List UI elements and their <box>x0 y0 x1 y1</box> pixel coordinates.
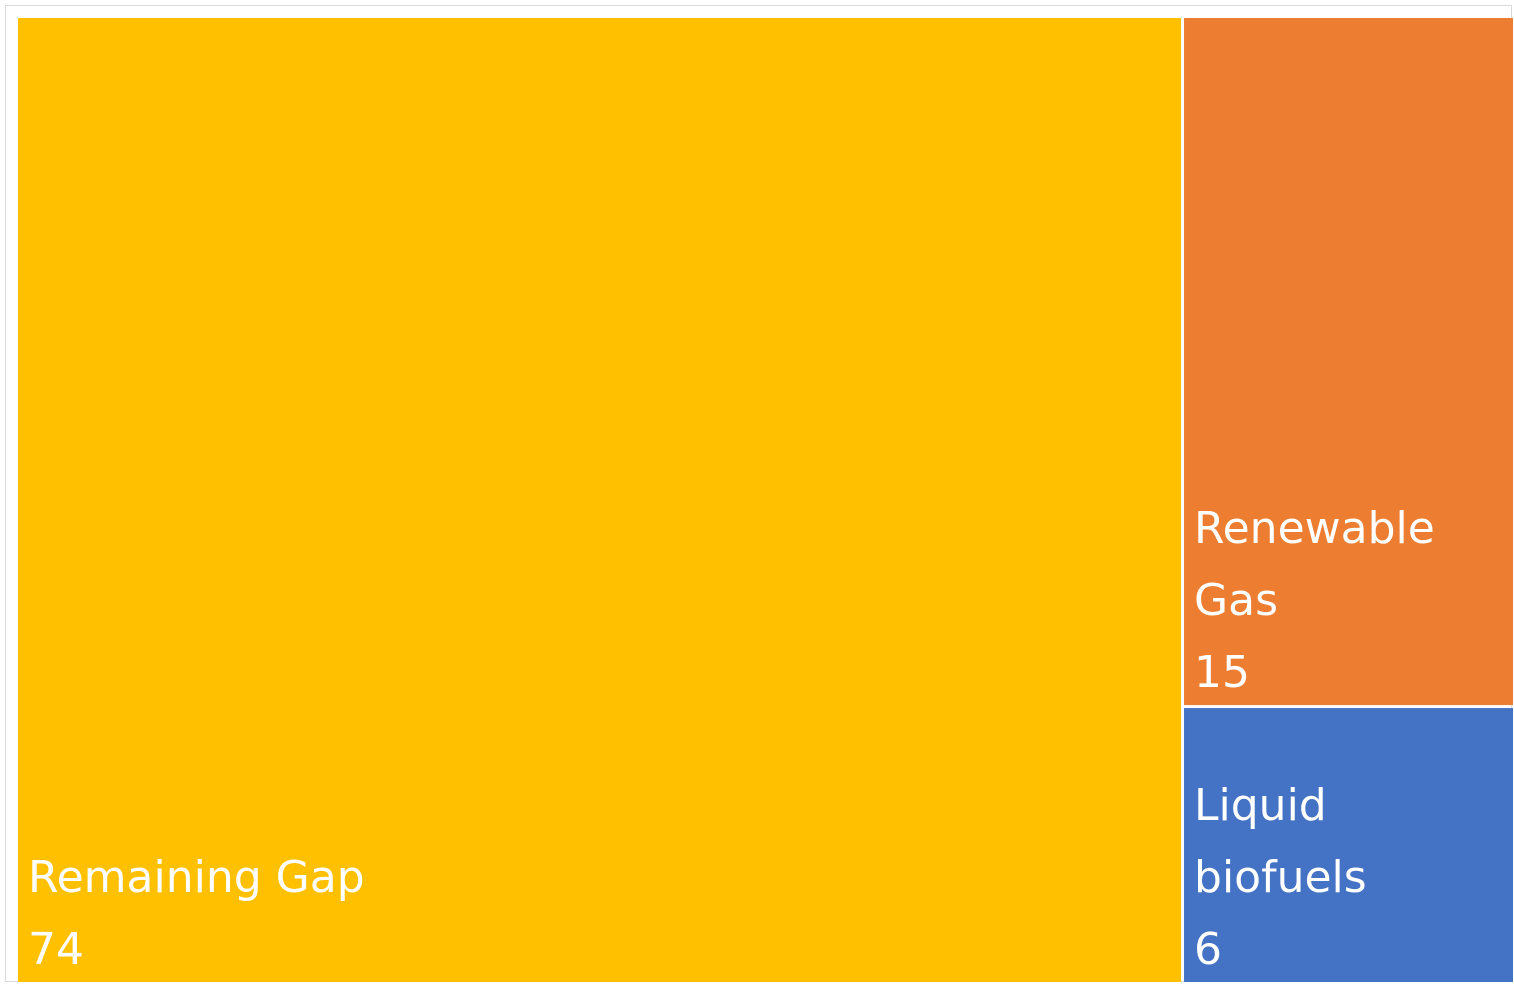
treemap-tile: Remaining Gap 74 <box>18 18 1182 982</box>
tile-value-label: 6 <box>1194 924 1222 975</box>
treemap-tile-rect <box>18 18 1182 982</box>
treemap-tile: Renewable Gas 15 <box>1184 18 1513 706</box>
tile-category-label: Gas <box>1194 575 1278 626</box>
treemap-tile: Liquid biofuels 6 <box>1184 708 1513 982</box>
tile-category-label: Remaining Gap <box>28 852 365 903</box>
tile-category-label: Renewable <box>1194 503 1435 554</box>
treemap-tile-rect <box>1184 708 1513 982</box>
treemap-tile-rect <box>1184 18 1513 706</box>
tile-value-label: 15 <box>1194 647 1250 698</box>
tile-category-label: biofuels <box>1194 852 1367 903</box>
tile-value-label: 74 <box>28 924 84 975</box>
tile-category-label: Liquid <box>1194 780 1327 831</box>
